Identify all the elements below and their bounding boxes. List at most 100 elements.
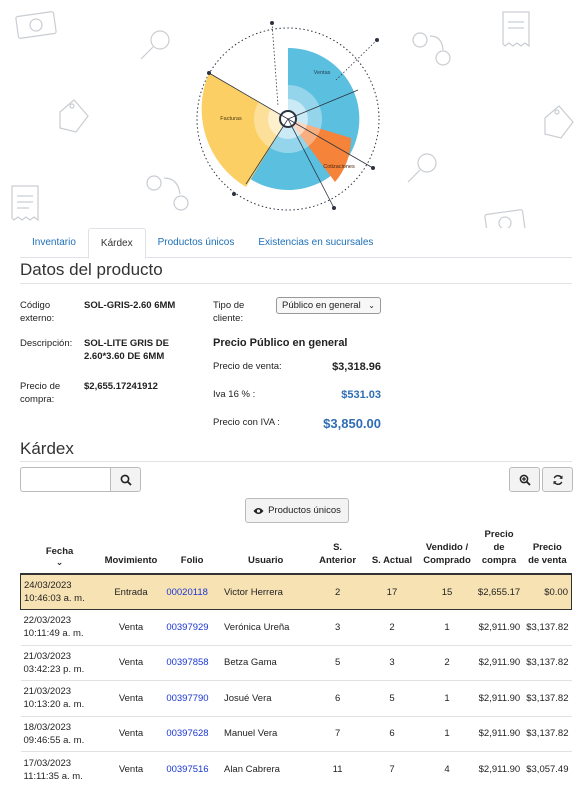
- cell-vendido: 4: [419, 751, 475, 787]
- segment-cotizaciones: [288, 119, 352, 182]
- product-section-title: Datos del producto: [20, 260, 163, 279]
- hero-svg: Ventas Facturas Cotizaciones: [11, 11, 574, 228]
- cell-s-actual: 3: [364, 644, 420, 681]
- cell-s-anterior: 7: [310, 715, 365, 752]
- cell-precio-venta: $3,137.82: [523, 644, 572, 681]
- folio-link[interactable]: 00397790: [166, 692, 209, 704]
- row-time: 10:11:49 a. m.: [23, 628, 84, 640]
- tab-kardex[interactable]: Kárdex: [87, 228, 146, 259]
- col-movimiento: Movimiento: [98, 526, 164, 575]
- col-precio-compra: Precio de compra: [474, 526, 524, 575]
- table-row[interactable]: 24/03/2023 10:46:03 a. m. Entrada 00020118 V…: [19, 573, 573, 610]
- tipo-cliente-select[interactable]: Público en general ⌄: [276, 297, 381, 314]
- cell-precio-venta: $0.00: [523, 573, 573, 610]
- descripcion-value: SOL-LITE GRIS DE 2.60*3.60 DE 6MM: [84, 337, 169, 363]
- precio-compra-label-line2: compra:: [20, 394, 55, 405]
- tab-productos-unicos[interactable]: Productos únicos: [157, 237, 235, 248]
- tipo-cliente-label: Tipo de cliente:: [213, 299, 244, 325]
- row-time: 11:11:35 a. m.: [23, 770, 83, 782]
- segment-facturas: [201, 73, 288, 187]
- col-precio-venta: Precio de venta: [523, 526, 572, 575]
- cell-s-actual: 2: [364, 609, 420, 645]
- receipt-icon: [11, 185, 39, 222]
- cell-movimiento: Venta: [98, 751, 164, 787]
- search-button[interactable]: [110, 467, 141, 492]
- cell-vendido: 15: [419, 573, 475, 610]
- coin-exchange-icon-right: [412, 32, 451, 66]
- col-usuario: Usuario: [220, 526, 311, 575]
- tipo-cliente-label-line2: cliente:: [213, 313, 244, 324]
- table-row[interactable]: 17/03/2023 11:11:35 a. m. Venta 00397516 Ala…: [20, 751, 572, 787]
- row-time: 09:46:55 a. m.: [23, 734, 85, 746]
- cell-fecha: 17/03/2023 11:11:35 a. m.: [20, 751, 99, 787]
- folio-link[interactable]: 00020118: [166, 586, 208, 598]
- cell-usuario: Betza Gama: [220, 644, 311, 681]
- search-input[interactable]: [20, 467, 110, 492]
- hero-illustration: Ventas Facturas Cotizaciones: [0, 0, 586, 228]
- kardex-table: Fecha ⌄ Movimiento Folio Usuario S. Anteri…: [19, 526, 573, 787]
- search-icon: [120, 474, 132, 486]
- cell-fecha: 21/03/2023 03:42:23 p. m.: [20, 644, 99, 681]
- table-row[interactable]: 18/03/2023 09:46:55 a. m. Venta 00397628 Man…: [20, 715, 572, 752]
- table-row[interactable]: 22/03/2023 10:11:49 a. m. Venta 00397929 Ver…: [20, 609, 572, 645]
- iva-label: Iva 16 % :: [213, 389, 256, 400]
- cell-movimiento: Venta: [98, 715, 164, 752]
- cell-precio-venta: $3,137.82: [523, 715, 572, 752]
- table-row[interactable]: 21/03/2023 10:13:20 a. m. Venta 00397790 Jos…: [20, 680, 572, 716]
- codigo-label-line1: Código: [20, 300, 51, 311]
- cell-folio[interactable]: 00397516: [163, 751, 221, 787]
- table-header-row: Fecha ⌄ Movimiento Folio Usuario S. Anteri…: [20, 526, 572, 575]
- table-row[interactable]: 21/03/2023 03:42:23 p. m. Venta 00397858 Bet…: [20, 644, 572, 681]
- cell-folio[interactable]: 00397858: [163, 644, 221, 681]
- chevron-down-icon: ⌄: [368, 301, 375, 310]
- precio-compra-label-line1: Precio de: [20, 381, 61, 392]
- tab-inventario[interactable]: Inventario: [32, 237, 76, 248]
- folio-link[interactable]: 00397628: [166, 728, 209, 740]
- cell-s-actual: 7: [364, 751, 420, 787]
- tab-existencias-sucursales[interactable]: Existencias en sucursales: [258, 237, 374, 248]
- cell-precio-venta: $3,137.82: [523, 609, 572, 645]
- cell-folio[interactable]: 00397790: [163, 680, 221, 716]
- cell-vendido: 2: [419, 644, 475, 681]
- cell-precio-venta: $3,057.49: [523, 751, 572, 787]
- refresh-icon: [552, 474, 563, 485]
- refresh-button[interactable]: [542, 467, 573, 492]
- cell-s-anterior: 3: [310, 609, 365, 645]
- cell-usuario: Manuel Vera: [220, 715, 311, 752]
- magnifier-icon: [140, 30, 170, 60]
- row-date: 24/03/2023: [24, 580, 72, 591]
- row-date: 21/03/2023: [23, 686, 72, 698]
- cell-folio[interactable]: 00397929: [163, 609, 221, 645]
- label-ventas: Ventas: [314, 70, 331, 76]
- row-date: 21/03/2023: [23, 650, 72, 662]
- col-fecha[interactable]: Fecha ⌄: [20, 526, 99, 575]
- folio-link[interactable]: 00397858: [166, 657, 209, 669]
- col-folio: Folio: [163, 526, 221, 575]
- cell-fecha: 21/03/2023 10:13:20 a. m.: [20, 680, 99, 716]
- productos-unicos-button[interactable]: Productos únicos: [245, 498, 349, 523]
- chevron-down-icon: ⌄: [55, 557, 64, 567]
- cell-movimiento: Entrada: [98, 573, 164, 610]
- row-date: 18/03/2023: [23, 721, 72, 733]
- cell-s-actual: 5: [364, 680, 420, 716]
- folio-link[interactable]: 00397516: [166, 764, 209, 775]
- row-time: 10:46:03 a. m.: [24, 593, 85, 604]
- cell-precio-compra: $2,655.17: [474, 573, 524, 610]
- codigo-value: SOL-GRIS-2.60 6MM: [84, 300, 176, 311]
- cell-folio[interactable]: 00397628: [163, 715, 221, 752]
- zoom-button[interactable]: [509, 467, 540, 492]
- descripcion-label: Descripción:: [20, 338, 73, 349]
- coin-exchange-icon: [146, 175, 189, 211]
- magnifier-icon-right: [407, 153, 437, 183]
- cell-fecha: 22/03/2023 10:11:49 a. m.: [20, 609, 99, 645]
- precio-venta-value: $3,318.96: [332, 361, 381, 373]
- cell-folio[interactable]: 00020118: [163, 573, 221, 610]
- precio-compra-label: Precio de compra:: [20, 380, 60, 406]
- precio-compra-value: $2,655.17241912: [84, 381, 158, 392]
- folio-link[interactable]: 00397929: [166, 621, 209, 633]
- receipt-icon-right: [502, 11, 530, 48]
- cell-movimiento: Venta: [98, 644, 164, 681]
- row-date: 17/03/2023: [23, 757, 72, 769]
- label-facturas: Facturas: [220, 116, 242, 122]
- cell-fecha: 18/03/2023 09:46:55 a. m.: [20, 715, 99, 752]
